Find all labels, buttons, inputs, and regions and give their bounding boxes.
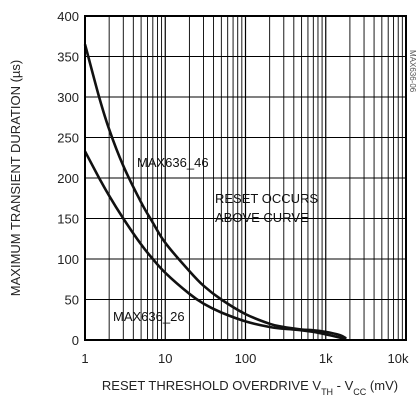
y-tick-label: 50 — [65, 293, 79, 308]
y-tick-label: 150 — [57, 212, 79, 227]
x-tick-label: 10k — [388, 351, 409, 366]
x-axis-title-mid: - V — [333, 378, 354, 393]
y-axis-title: MAXIMUM TRANSIENT DURATION (µs) — [8, 60, 23, 296]
y-tick-label: 200 — [57, 171, 79, 186]
series-line-max636-26 — [83, 150, 347, 341]
x-axis-title-sub1: TH — [321, 387, 333, 397]
y-tick-label: 300 — [57, 90, 79, 105]
plot-frame — [84, 15, 407, 341]
grid — [84, 15, 407, 341]
label-max636-26: MAX636_26 — [113, 309, 185, 324]
series-line-max636-46 — [83, 44, 347, 340]
y-tick-label: 0 — [72, 333, 79, 348]
label-max636-46: MAX636_46 — [137, 155, 209, 170]
y-tick-label: 100 — [57, 252, 79, 267]
x-axis-title-main: RESET THRESHOLD OVERDRIVE V — [102, 378, 321, 393]
x-tick-label: 10 — [158, 351, 172, 366]
y-tick-label: 400 — [57, 9, 79, 24]
x-axis-title-sub2: CC — [353, 387, 366, 397]
x-axis-title: RESET THRESHOLD OVERDRIVE VTH - VCC (mV) — [102, 378, 398, 397]
figure-code: MAX636-06 — [408, 50, 417, 93]
tick-labels: 0 50 100 150 200 250 300 350 400 1 10 100 1k 10k — [57, 9, 409, 366]
x-tick-label: 1 — [81, 351, 88, 366]
x-tick-label: 100 — [235, 351, 257, 366]
y-tick-label: 250 — [57, 131, 79, 146]
label-reset-occurs: RESET OCCURS — [215, 191, 318, 206]
plot-border — [84, 15, 407, 341]
y-tick-label: 350 — [57, 50, 79, 65]
label-above-curve: ABOVE CURVE — [215, 210, 309, 225]
x-axis-title-tail: (mV) — [366, 378, 398, 393]
x-tick-label: 1k — [319, 351, 333, 366]
curves — [83, 44, 347, 341]
